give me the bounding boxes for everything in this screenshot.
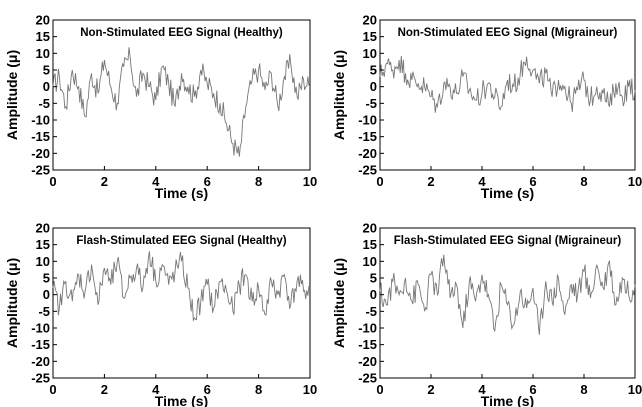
x-tick-label: 0 (49, 174, 56, 189)
y-axis-label: Amplitude (μ) (4, 50, 20, 140)
y-tick-label: -20 (358, 354, 377, 369)
y-axis-label: Amplitude (μ) (331, 258, 347, 348)
plot-frame (379, 19, 636, 171)
x-axis-label: Time (s) (481, 185, 534, 201)
eeg-trace-line (52, 251, 311, 322)
chart-title: Non-Stimulated EEG Signal (Healthy) (80, 27, 283, 39)
plot-frame (379, 227, 636, 379)
x-tick-label: 2 (101, 382, 108, 397)
x-tick-label: 10 (628, 382, 642, 397)
x-tick-label: 10 (303, 174, 317, 189)
y-tick-label: 10 (36, 46, 50, 61)
x-tick-label: 8 (580, 382, 587, 397)
y-tick-label: 20 (36, 13, 50, 28)
x-tick-label: 8 (255, 174, 262, 189)
plot-frame (52, 227, 311, 379)
y-axis-label: Amplitude (μ) (4, 258, 20, 348)
chart-title: Flash-Stimulated EEG Signal (Migraineur) (394, 235, 622, 247)
x-tick-label: 10 (628, 174, 642, 189)
y-tick-label: 0 (43, 79, 50, 94)
y-tick-label: -10 (358, 113, 377, 128)
y-tick-label: 5 (43, 271, 50, 286)
chart-title: Flash-Stimulated EEG Signal (Healthy) (76, 235, 286, 247)
x-tick-label: 4 (152, 174, 160, 189)
y-tick-label: -25 (31, 163, 50, 178)
y-tick-label: 15 (363, 237, 377, 252)
y-tick-label: -5 (365, 96, 377, 111)
eeg-trace-line (52, 47, 311, 157)
y-tick-label: 10 (363, 46, 377, 61)
y-tick-label: -15 (358, 129, 377, 144)
x-tick-label: 8 (255, 382, 262, 397)
x-tick-label: 2 (427, 174, 434, 189)
y-tick-label: -5 (38, 304, 50, 319)
y-tick-label: -10 (31, 321, 50, 336)
x-tick-label: 2 (101, 174, 108, 189)
y-tick-label: 15 (36, 237, 50, 252)
x-tick-label: 6 (204, 174, 211, 189)
x-axis-label: Time (s) (155, 393, 208, 407)
eeg-trace-line (379, 55, 636, 113)
y-tick-label: -10 (31, 113, 50, 128)
y-tick-label: 20 (36, 221, 50, 236)
y-tick-label: -20 (358, 146, 377, 161)
y-tick-label: 10 (363, 254, 377, 269)
y-tick-label: -15 (31, 129, 50, 144)
x-tick-label: 6 (529, 382, 536, 397)
y-tick-label: 15 (363, 29, 377, 44)
y-tick-label: 15 (36, 29, 50, 44)
y-tick-label: -25 (358, 163, 377, 178)
x-tick-label: 4 (152, 382, 160, 397)
x-tick-label: 4 (478, 382, 486, 397)
y-tick-label: 0 (43, 287, 50, 302)
y-tick-label: -25 (358, 371, 377, 386)
y-tick-label: -10 (358, 321, 377, 336)
y-tick-label: 20 (363, 13, 377, 28)
x-tick-label: 0 (376, 382, 383, 397)
y-tick-label: 5 (370, 271, 377, 286)
y-axis-label: Amplitude (μ) (331, 50, 347, 140)
chart-title: Non-Stimulated EEG Signal (Migraineur) (398, 27, 618, 39)
y-tick-label: -5 (365, 304, 377, 319)
y-tick-label: -25 (31, 371, 50, 386)
y-tick-label: -20 (31, 146, 50, 161)
x-axis-label: Time (s) (481, 393, 534, 407)
x-axis-label: Time (s) (155, 185, 208, 201)
x-tick-label: 0 (376, 174, 383, 189)
x-tick-label: 6 (529, 174, 536, 189)
x-tick-label: 8 (580, 174, 587, 189)
y-tick-label: -20 (31, 354, 50, 369)
y-tick-label: 0 (370, 287, 377, 302)
y-tick-label: 5 (370, 63, 377, 78)
y-tick-label: 5 (43, 63, 50, 78)
x-tick-label: 2 (427, 382, 434, 397)
x-tick-label: 4 (478, 174, 486, 189)
y-tick-label: 20 (363, 221, 377, 236)
y-tick-label: 10 (36, 254, 50, 269)
x-tick-label: 10 (303, 382, 317, 397)
x-tick-label: 6 (204, 382, 211, 397)
y-tick-label: -15 (31, 337, 50, 352)
y-tick-label: 0 (370, 79, 377, 94)
eeg-trace-line (379, 254, 636, 335)
y-tick-label: -15 (358, 337, 377, 352)
y-tick-label: -5 (38, 96, 50, 111)
x-tick-label: 0 (49, 382, 56, 397)
plot-frame (52, 19, 311, 171)
